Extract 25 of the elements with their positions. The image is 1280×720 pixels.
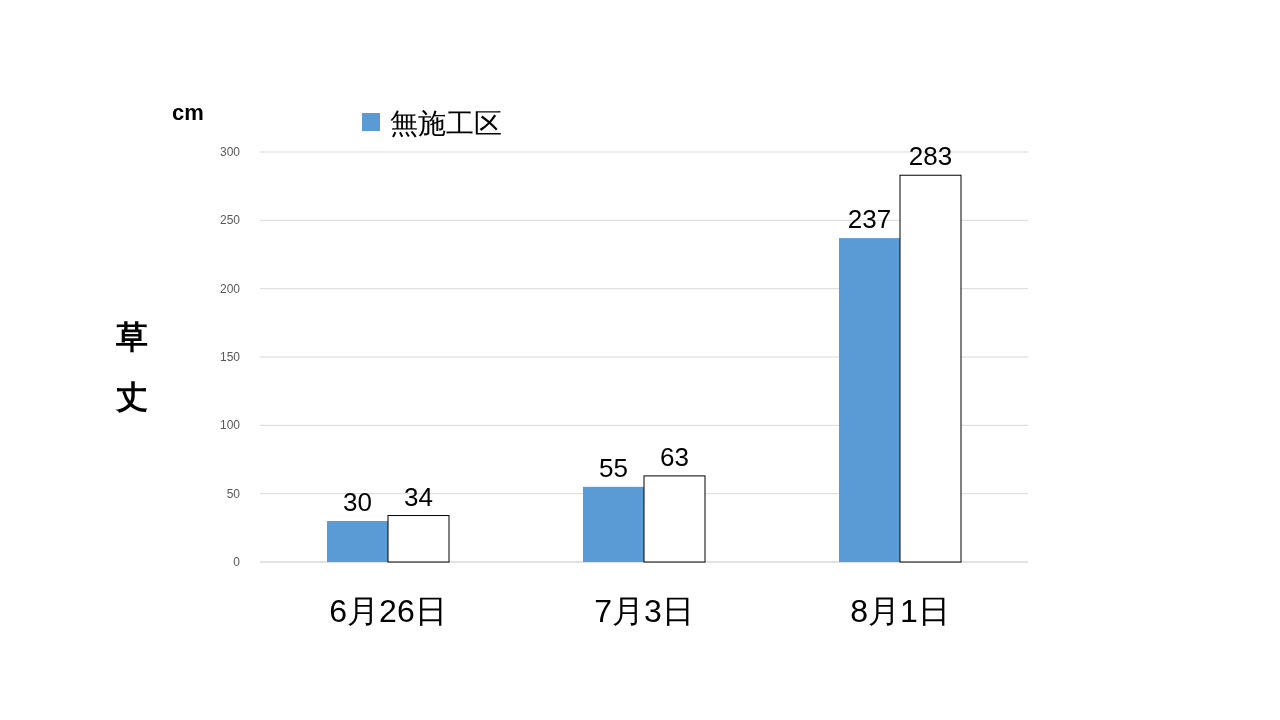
data-label: 34 bbox=[404, 481, 433, 512]
y-tick-label: 300 bbox=[219, 145, 241, 159]
y-tick-label: 150 bbox=[219, 350, 241, 364]
x-tick-label: 7月3日 bbox=[594, 593, 694, 629]
data-label: 283 bbox=[908, 141, 953, 172]
y-tick-label: 100 bbox=[219, 418, 241, 433]
bar bbox=[327, 521, 388, 562]
bar bbox=[899, 174, 962, 563]
x-tick-label: 6月26日 bbox=[329, 593, 447, 629]
y-axis-title: 草丈 bbox=[115, 319, 148, 415]
data-label: 237 bbox=[847, 204, 892, 235]
bar bbox=[583, 486, 644, 562]
y-tick-label: 250 bbox=[219, 213, 241, 228]
bar bbox=[387, 515, 450, 563]
y-tick-label: 0 bbox=[233, 555, 241, 569]
x-tick-label: 8月1日 bbox=[850, 593, 950, 629]
y-tick-label: 200 bbox=[219, 281, 241, 296]
legend-label: 無施工区 bbox=[390, 108, 502, 139]
text: cm bbox=[172, 100, 204, 125]
y-tick-label: 50 bbox=[226, 486, 241, 501]
bar bbox=[643, 475, 706, 563]
bar bbox=[839, 238, 900, 562]
data-label: 30 bbox=[343, 487, 372, 517]
data-label: 63 bbox=[660, 441, 689, 472]
data-label: 55 bbox=[599, 452, 628, 483]
